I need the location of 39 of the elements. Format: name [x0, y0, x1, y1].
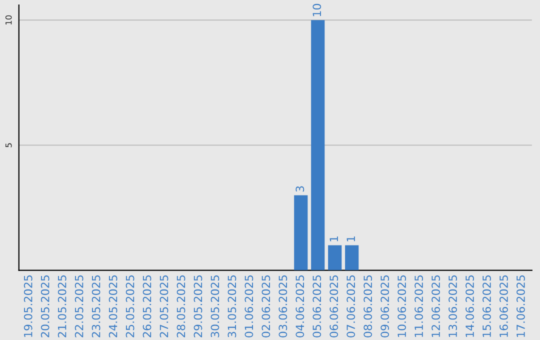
bar: [311, 20, 325, 270]
data-label: 3: [296, 186, 304, 192]
x-tick-label: 27.05.2025: [160, 275, 168, 338]
x-tick-label: 01.06.2025: [244, 275, 254, 338]
x-tick-label: 10.06.2025: [398, 275, 406, 337]
x-tick-label: 08.06.2025: [364, 275, 372, 338]
bar: [328, 245, 342, 270]
x-tick-label: 07.06.2025: [346, 275, 356, 338]
x-tick-label: 09.06.2025: [380, 275, 390, 338]
x-tick-label: 29.05.2025: [194, 275, 202, 338]
x-tick-label: 21.05.2025: [58, 275, 66, 338]
bar: [345, 245, 359, 270]
y-tick-label: 5: [6, 143, 12, 148]
x-tick-label: 26.05.2025: [142, 275, 152, 338]
data-label: 1: [330, 236, 338, 242]
x-tick-label: 24.05.2025: [108, 275, 118, 338]
x-tick-label: 06.06.2025: [330, 275, 338, 338]
x-tick-label: 03.06.2025: [278, 275, 288, 338]
x-tick-label: 02.06.2025: [262, 275, 270, 338]
x-tick-label: 19.05.2025: [24, 275, 32, 337]
x-tick-label: 20.05.2025: [40, 275, 50, 338]
x-tick-label: 25.05.2025: [126, 275, 134, 338]
x-tick-label: 17.06.2025: [516, 275, 525, 337]
data-label: 1: [346, 236, 355, 242]
data-label: 10: [312, 4, 322, 16]
x-tick-label: 22.05.2025: [74, 275, 84, 338]
x-tick-label: 23.05.2025: [92, 275, 100, 338]
x-tick-label: 31.05.2025: [228, 275, 236, 338]
x-tick-label: 12.06.2025: [432, 275, 440, 337]
x-tick-label: 13.06.2025: [448, 275, 457, 337]
x-tick-label: 16.06.2025: [500, 275, 508, 337]
bar: [294, 195, 308, 270]
x-tick-label: 11.06.2025: [414, 275, 424, 337]
x-tick-label: 15.06.2025: [482, 275, 491, 337]
x-tick-label: 28.05.2025: [176, 275, 186, 338]
x-tick-label: 14.06.2025: [466, 275, 474, 337]
x-tick-label: 04.06.2025: [296, 275, 304, 338]
x-tick-label: 05.06.2025: [312, 275, 322, 338]
x-tick-label: 30.05.2025: [210, 275, 220, 338]
